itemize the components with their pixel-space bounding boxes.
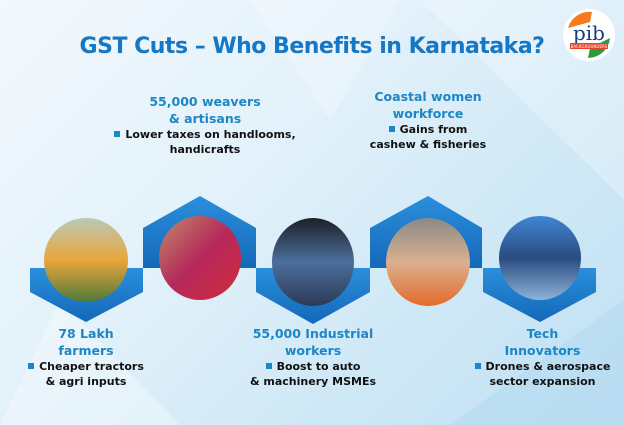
photo-woman-worker bbox=[386, 218, 470, 306]
group-heading: Innovators bbox=[504, 343, 581, 358]
group-heading: Coastal women bbox=[374, 89, 482, 104]
bullet-icon bbox=[28, 363, 35, 369]
group-description: Cheaper tractors bbox=[39, 360, 144, 373]
group-description: sector expansion bbox=[489, 375, 596, 388]
page-title: GST Cuts – Who Benefits in Karnataka? bbox=[79, 34, 545, 59]
group-heading: Tech bbox=[526, 326, 559, 341]
group-heading: & artisans bbox=[168, 111, 242, 126]
group-description: Lower taxes on handlooms, bbox=[125, 128, 296, 141]
group-heading: 55,000 Industrial bbox=[252, 326, 374, 341]
group-weavers: 55,000 weavers & artisans Lower taxes on… bbox=[90, 93, 320, 157]
svg-text:BACKGROUNDERS: BACKGROUNDERS bbox=[571, 44, 608, 49]
pib-logo: pib BACKGROUNDERS bbox=[563, 9, 615, 61]
group-heading: workforce bbox=[392, 106, 464, 121]
group-industrial: 55,000 Industrial workers Boost to auto … bbox=[218, 325, 408, 389]
group-heading: workers bbox=[284, 343, 342, 358]
group-heading: farmers bbox=[58, 343, 114, 358]
bullet-icon bbox=[265, 363, 272, 369]
group-description: & agri inputs bbox=[45, 375, 127, 388]
photo-industrial-workers bbox=[272, 218, 354, 306]
photo-farmer bbox=[44, 218, 128, 302]
bullet-icon bbox=[388, 126, 395, 132]
group-description: cashew & fisheries bbox=[369, 138, 487, 151]
group-description: handicrafts bbox=[169, 143, 241, 156]
group-description: Gains from bbox=[399, 123, 468, 136]
group-description: & machinery MSMEs bbox=[249, 375, 377, 388]
group-farmers: 78 Lakh farmers Cheaper tractors & agri … bbox=[0, 325, 172, 389]
photo-weaving-hands bbox=[159, 216, 241, 300]
group-heading: 78 Lakh bbox=[58, 326, 114, 341]
group-heading: 55,000 weavers bbox=[149, 94, 261, 109]
bullet-icon bbox=[114, 131, 121, 137]
bullet-icon bbox=[474, 363, 481, 369]
group-description: Boost to auto bbox=[276, 360, 361, 373]
group-tech: Tech Innovators Drones & aerospace secto… bbox=[455, 325, 624, 389]
group-coastal: Coastal women workforce Gains from cashe… bbox=[343, 88, 513, 152]
group-description: Drones & aerospace bbox=[485, 360, 611, 373]
svg-text:pib: pib bbox=[573, 21, 605, 45]
photo-tech-innovators bbox=[499, 216, 581, 300]
